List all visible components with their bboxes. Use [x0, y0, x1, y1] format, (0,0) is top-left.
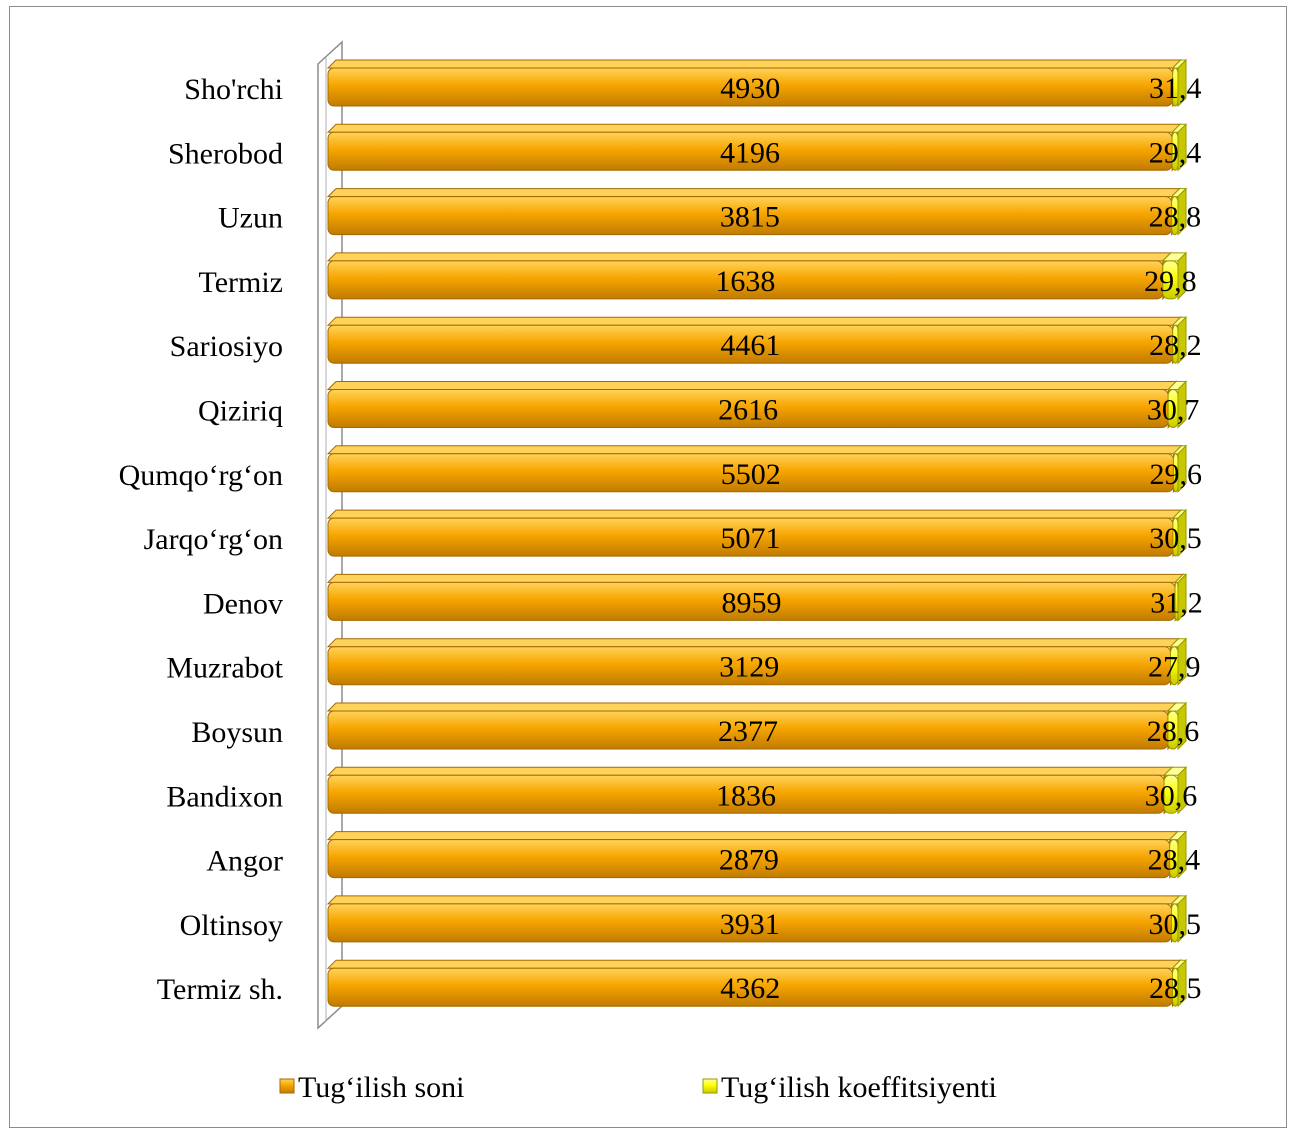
data-label: 29,6 — [1149, 458, 1202, 491]
data-label: 4362 — [720, 972, 780, 1005]
data-label: 4196 — [720, 136, 780, 169]
data-label: 2377 — [718, 715, 778, 748]
bar-segment-tugilish-koeffitsiyenti — [1161, 251, 1188, 301]
category-label: Qiziriq — [198, 395, 283, 428]
bar-segment-tugilish-koeffitsiyenti — [1173, 573, 1188, 622]
category-label: Sherobod — [168, 137, 283, 170]
data-label: 3931 — [720, 908, 780, 941]
legend-label: Tug‘ilish soni — [298, 1071, 464, 1104]
data-label: 1836 — [716, 779, 776, 812]
legend-label: Tug‘ilish koeffitsiyenti — [721, 1071, 997, 1104]
data-label: 27,9 — [1148, 651, 1201, 684]
bar-segment-tugilish-koeffitsiyenti — [1166, 701, 1188, 751]
data-label: 28,6 — [1147, 715, 1200, 748]
data-label: 3815 — [720, 201, 780, 234]
bar-segment-tugilish-soni — [326, 637, 1180, 686]
data-label: 30,5 — [1149, 522, 1202, 555]
data-label: 3129 — [719, 651, 779, 684]
data-label: 8959 — [722, 586, 782, 619]
legend-swatch — [279, 1078, 295, 1094]
bar-segment-tugilish-koeffitsiyenti — [1169, 637, 1188, 686]
legend-swatch — [702, 1078, 718, 1094]
data-label: 31,2 — [1150, 586, 1203, 619]
bar-segment-tugilish-koeffitsiyenti — [1170, 894, 1188, 944]
data-label: 30,5 — [1148, 908, 1201, 941]
category-label: Sho'rchi — [184, 73, 283, 106]
bar-segment-tugilish-koeffitsiyenti — [1171, 58, 1188, 108]
category-label: Uzun — [218, 202, 283, 235]
category-label: Jarqo‘rg‘on — [144, 523, 283, 556]
data-label: 30,7 — [1147, 394, 1200, 427]
data-label: 29,8 — [1144, 265, 1197, 298]
data-label: 28,8 — [1149, 201, 1202, 234]
bar-segment-tugilish-koeffitsiyenti — [1171, 958, 1188, 1008]
category-label: Sariosiyo — [170, 330, 283, 363]
category-label: Bandixon — [166, 780, 283, 813]
category-label: Oltinsoy — [180, 909, 283, 942]
bar-segment-tugilish-soni — [326, 444, 1183, 494]
data-label: 5071 — [720, 522, 780, 555]
bar-segment-tugilish-koeffitsiyenti — [1172, 444, 1188, 494]
data-label: 28,5 — [1149, 972, 1202, 1005]
data-label: 2616 — [718, 394, 778, 427]
data-label: 4930 — [720, 72, 780, 105]
category-label: Boysun — [191, 716, 283, 749]
bar-segment-tugilish-koeffitsiyenti — [1170, 187, 1188, 236]
legend-item-tugilish-koeffitsiyenti: Tug‘ilish koeffitsiyenti — [702, 1071, 997, 1104]
data-label: 2879 — [719, 844, 779, 877]
category-label: Angor — [206, 845, 283, 878]
category-label: Qumqo‘rg‘on — [119, 459, 283, 492]
bar-segment-tugilish-soni — [326, 315, 1182, 365]
data-label: 4461 — [720, 329, 780, 362]
data-label: 5502 — [721, 458, 781, 491]
bar-segment-tugilish-koeffitsiyenti — [1171, 508, 1188, 558]
category-label: Denov — [203, 587, 283, 620]
category-label: Termiz — [198, 266, 283, 299]
data-label: 31,4 — [1149, 72, 1202, 105]
legend-item-tugilish-soni: Tug‘ilish soni — [279, 1071, 464, 1104]
bar-segment-tugilish-koeffitsiyenti — [1170, 123, 1188, 172]
data-label: 28,2 — [1149, 329, 1202, 362]
bar-segment-tugilish-koeffitsiyenti — [1166, 380, 1188, 429]
data-label: 28,4 — [1148, 844, 1201, 877]
bar-segment-tugilish-koeffitsiyenti — [1171, 315, 1188, 365]
data-label: 1638 — [715, 265, 775, 298]
data-label: 30,6 — [1145, 779, 1198, 812]
bar-segment-tugilish-koeffitsiyenti — [1162, 766, 1188, 815]
data-label: 29,4 — [1149, 136, 1202, 169]
category-label: Termiz sh. — [157, 973, 283, 1006]
category-label: Muzrabot — [166, 652, 283, 685]
bar-segment-tugilish-koeffitsiyenti — [1168, 830, 1188, 879]
bar-segment-tugilish-soni — [326, 766, 1174, 815]
